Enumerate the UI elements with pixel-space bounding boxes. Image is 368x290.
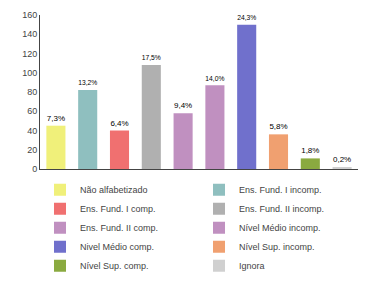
- svg-text:0,2%: 0,2%: [333, 155, 351, 164]
- svg-text:Nível Sup. incomp.: Nível Sup. incomp.: [239, 242, 315, 252]
- svg-text:Ens. Fund. I comp.: Ens. Fund. I comp.: [80, 204, 156, 214]
- svg-text:0: 0: [32, 164, 37, 174]
- svg-text:Ignora: Ignora: [239, 261, 265, 271]
- svg-text:100: 100: [22, 68, 37, 78]
- svg-text:40: 40: [27, 126, 37, 136]
- svg-text:1,8%: 1,8%: [301, 146, 319, 155]
- svg-text:13,2%: 13,2%: [78, 79, 97, 86]
- svg-text:14,0%: 14,0%: [205, 75, 224, 82]
- svg-text:Ens. Fund. I incomp.: Ens. Fund. I incomp.: [239, 185, 322, 195]
- svg-text:Nivel Médio comp.: Nivel Médio comp.: [80, 242, 154, 252]
- svg-text:160: 160: [22, 10, 37, 20]
- svg-text:20: 20: [27, 145, 37, 155]
- svg-text:5,8%: 5,8%: [269, 122, 287, 131]
- svg-text:Ens. Fund. II comp.: Ens. Fund. II comp.: [80, 223, 158, 233]
- svg-text:24,3%: 24,3%: [237, 14, 256, 21]
- svg-text:9,4%: 9,4%: [174, 101, 192, 110]
- svg-text:Nível Sup. comp.: Nível Sup. comp.: [80, 261, 149, 271]
- svg-text:17,5%: 17,5%: [142, 54, 161, 61]
- svg-text:6,4%: 6,4%: [110, 119, 128, 128]
- svg-text:Nível Médio incomp.: Nível Médio incomp.: [239, 223, 321, 233]
- svg-text:80: 80: [27, 87, 37, 97]
- svg-text:Ens. Fund. II incomp.: Ens. Fund. II incomp.: [239, 204, 324, 214]
- svg-text:Não alfabetizado: Não alfabetizado: [80, 185, 148, 195]
- svg-text:120: 120: [22, 49, 37, 59]
- svg-text:7,3%: 7,3%: [47, 114, 65, 123]
- svg-text:60: 60: [27, 106, 37, 116]
- svg-text:140: 140: [22, 29, 37, 39]
